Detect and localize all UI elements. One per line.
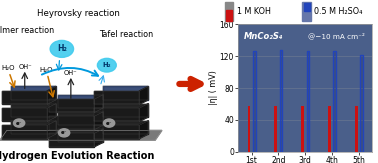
Bar [307, 51, 309, 152]
Polygon shape [94, 108, 139, 121]
Text: Heyrovsky reaction: Heyrovsky reaction [37, 8, 120, 18]
Bar [225, 2, 234, 21]
Bar [280, 50, 282, 152]
Polygon shape [139, 86, 149, 104]
Text: MnCo₂S₄: MnCo₂S₄ [243, 32, 283, 41]
Text: e⁻: e⁻ [16, 121, 22, 126]
Text: Volmer reaction: Volmer reaction [0, 26, 54, 36]
Text: OH⁻: OH⁻ [64, 70, 77, 76]
Circle shape [14, 119, 25, 127]
Bar [274, 105, 277, 152]
Polygon shape [11, 121, 56, 134]
Polygon shape [59, 95, 104, 108]
Polygon shape [11, 104, 56, 117]
Polygon shape [94, 129, 104, 147]
Text: H₂O: H₂O [1, 65, 15, 71]
Bar [248, 105, 250, 152]
Bar [226, 10, 232, 21]
Polygon shape [104, 86, 149, 100]
Polygon shape [94, 95, 104, 112]
Polygon shape [104, 121, 149, 134]
Polygon shape [47, 104, 56, 121]
Bar [302, 2, 311, 21]
Text: H₂: H₂ [102, 62, 111, 68]
Bar [360, 55, 363, 152]
Text: 1 M KOH: 1 M KOH [237, 7, 270, 15]
Circle shape [98, 58, 116, 72]
Text: 0.5 M H₂SO₄: 0.5 M H₂SO₄ [314, 7, 363, 15]
Polygon shape [50, 116, 94, 130]
Bar [333, 51, 336, 152]
Bar [304, 3, 310, 11]
Polygon shape [94, 91, 139, 104]
Circle shape [104, 119, 115, 127]
Polygon shape [139, 121, 149, 139]
Polygon shape [50, 133, 94, 147]
Polygon shape [50, 99, 94, 112]
Text: Tafel reaction: Tafel reaction [99, 30, 153, 39]
Polygon shape [2, 91, 47, 104]
Polygon shape [59, 112, 104, 125]
Text: H₂O: H₂O [39, 67, 53, 73]
Polygon shape [59, 129, 104, 142]
Polygon shape [139, 104, 149, 121]
Bar [333, 51, 336, 152]
Polygon shape [47, 86, 56, 104]
Bar [360, 55, 363, 152]
Bar [328, 105, 331, 152]
Polygon shape [104, 104, 149, 117]
Bar [253, 52, 256, 152]
Circle shape [59, 129, 70, 137]
Polygon shape [11, 86, 56, 100]
Bar [280, 50, 282, 152]
Text: e⁻: e⁻ [106, 121, 112, 126]
Polygon shape [0, 130, 162, 140]
Y-axis label: |η| ( mV): |η| ( mV) [209, 71, 218, 105]
Polygon shape [2, 108, 47, 121]
Text: @−10 mA cm⁻²: @−10 mA cm⁻² [308, 32, 365, 39]
Bar [301, 105, 304, 152]
Text: H₂: H₂ [57, 44, 67, 53]
Text: OH⁻: OH⁻ [19, 64, 33, 70]
Polygon shape [2, 125, 47, 139]
Bar [355, 105, 358, 152]
Text: Hydrogen Evolution Reaction: Hydrogen Evolution Reaction [0, 151, 154, 162]
Bar [253, 52, 256, 152]
Polygon shape [47, 121, 56, 139]
Circle shape [50, 40, 74, 57]
Text: e⁻: e⁻ [61, 130, 67, 135]
Polygon shape [94, 112, 104, 130]
Bar [307, 51, 309, 152]
Polygon shape [94, 125, 139, 139]
